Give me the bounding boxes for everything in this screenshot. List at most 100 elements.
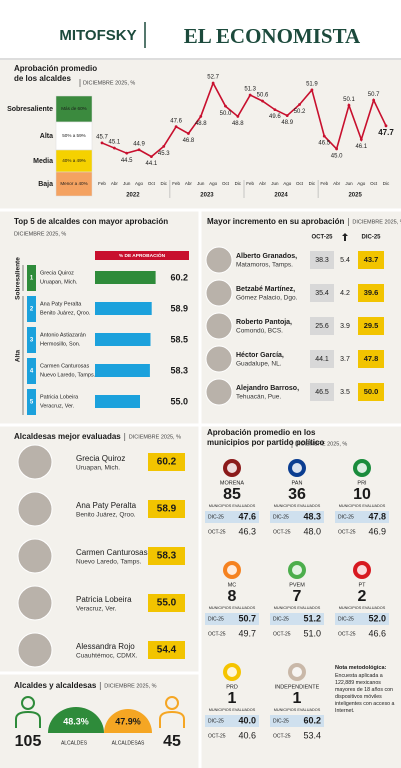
party-logo-inner xyxy=(357,463,367,473)
person-place: Matamoros, Tamps. xyxy=(236,262,293,269)
dic-label: DIC-25 xyxy=(338,514,354,520)
mayor-place: Uruapan, Mich. xyxy=(40,279,78,285)
bar xyxy=(95,302,152,315)
header-bg xyxy=(0,0,401,60)
dic-label: DIC-25 xyxy=(208,718,224,724)
rank: 5 xyxy=(30,400,34,406)
note-title: Nota metodológica: xyxy=(335,665,387,671)
value: 54.4 xyxy=(157,645,177,656)
column-header: DIC-25 xyxy=(361,235,381,241)
oct-value: 49.7 xyxy=(238,628,256,638)
women-value: 47.9% xyxy=(115,716,141,726)
dic-value: 47.6 xyxy=(238,511,256,521)
point-label: 47.7 xyxy=(378,128,394,137)
oct-label: OCT-25 xyxy=(208,733,226,739)
count-label: MUNICIPIOS EVALUADOS xyxy=(274,606,321,610)
point-label: 50.1 xyxy=(343,97,355,103)
x-tick-label: Ago xyxy=(209,181,218,186)
bar-value: 55.0 xyxy=(170,396,188,406)
point-label: 44.5 xyxy=(121,158,133,164)
x-tick-label: Dic xyxy=(235,181,242,186)
point-label: 45.3 xyxy=(158,151,170,157)
x-tick-label: Dic xyxy=(160,181,167,186)
person-place: Cuauhtémoc, CDMX. xyxy=(76,653,138,660)
point xyxy=(174,125,178,129)
photo xyxy=(17,585,53,621)
person-place: Tehuacán, Pue. xyxy=(236,394,281,401)
point xyxy=(199,115,203,118)
bar xyxy=(95,333,151,346)
value: 58.3 xyxy=(157,551,177,562)
oct-value: 53.4 xyxy=(303,730,321,740)
point-label: 44.9 xyxy=(133,141,145,147)
point-label: 44.1 xyxy=(146,161,158,167)
point xyxy=(211,81,215,85)
dic-label: DIC-25 xyxy=(273,718,289,724)
point-label: 47.6 xyxy=(170,118,182,124)
point xyxy=(149,155,153,159)
band-swatch xyxy=(55,95,93,123)
party-logo-inner xyxy=(357,565,367,575)
person-place: Comondú, BCS. xyxy=(236,328,283,335)
photo xyxy=(17,444,53,480)
point xyxy=(310,88,314,92)
dic-value: 51.2 xyxy=(303,613,321,623)
count-label: MUNICIPIOS EVALUADOS xyxy=(209,504,256,508)
oct-label: OCT-25 xyxy=(273,631,291,637)
point-label: 48.9 xyxy=(281,120,293,126)
oct-value: 46.3 xyxy=(238,526,256,536)
point-label: 51.3 xyxy=(244,87,256,93)
bar xyxy=(95,364,150,377)
group-label: Sobresaliente xyxy=(15,257,22,300)
x-tick-label: Oct xyxy=(222,181,230,186)
delta-value: 3.9 xyxy=(340,323,350,330)
photo xyxy=(205,279,233,307)
bar-value: 58.5 xyxy=(170,334,188,344)
point xyxy=(347,103,351,107)
oct-value: 25.6 xyxy=(315,323,329,330)
dic-label: DIC-25 xyxy=(273,616,289,622)
value: 58.9 xyxy=(157,504,177,515)
mayor-place: Veracruz, Ver. xyxy=(40,403,75,409)
person-place: Guadalupe, NL. xyxy=(236,361,282,368)
x-tick-label: Jun xyxy=(271,181,279,186)
count-label: MUNICIPIOS EVALUADOS xyxy=(209,708,256,712)
point-label: 48.8 xyxy=(232,121,244,127)
count-label: MUNICIPIOS EVALUADOS xyxy=(339,504,386,508)
dic-box xyxy=(358,251,384,269)
x-tick-label: Dic xyxy=(383,181,390,186)
oct-value: 46.9 xyxy=(368,526,386,536)
value-box xyxy=(148,547,185,565)
year-label: 2025 xyxy=(348,193,362,199)
person-place: Gómez Palacio, Dgo. xyxy=(236,295,298,302)
party-count: 2 xyxy=(358,588,367,605)
women-count: 45 xyxy=(163,733,181,750)
party-name: PAN xyxy=(292,480,303,486)
photo xyxy=(205,312,233,340)
dic-box xyxy=(270,511,324,523)
dic-value: 47.8 xyxy=(368,511,386,521)
person-name: Carmen Canturosas xyxy=(76,548,148,557)
count-label: MUNICIPIOS EVALUADOS xyxy=(209,606,256,610)
x-tick-label: Oct xyxy=(148,181,156,186)
dic-value: 47.8 xyxy=(364,354,379,363)
party-count: 1 xyxy=(228,690,237,707)
delta-value: 3.5 xyxy=(340,389,350,396)
value-box xyxy=(148,641,185,659)
x-tick-label: Jun xyxy=(123,181,131,186)
photo xyxy=(17,632,53,668)
oct-label: OCT-25 xyxy=(273,733,291,739)
photo xyxy=(17,538,53,574)
value: 55.0 xyxy=(157,598,177,609)
oct-value: 51.0 xyxy=(303,628,321,638)
mayor-name: Grecia Quiroz xyxy=(40,270,74,276)
party-count: 7 xyxy=(293,588,302,605)
x-tick-label: Oct xyxy=(296,181,304,186)
mayor-name: Patricia Lobeira xyxy=(40,394,79,400)
dic-value: 43.7 xyxy=(364,255,379,264)
count-label: MUNICIPIOS EVALUADOS xyxy=(339,606,386,610)
x-tick-label: Ago xyxy=(283,181,292,186)
note: Encuesta aplicada a 122,889 mexicanos ma… xyxy=(335,673,395,714)
x-tick-label: Abr xyxy=(185,181,193,186)
